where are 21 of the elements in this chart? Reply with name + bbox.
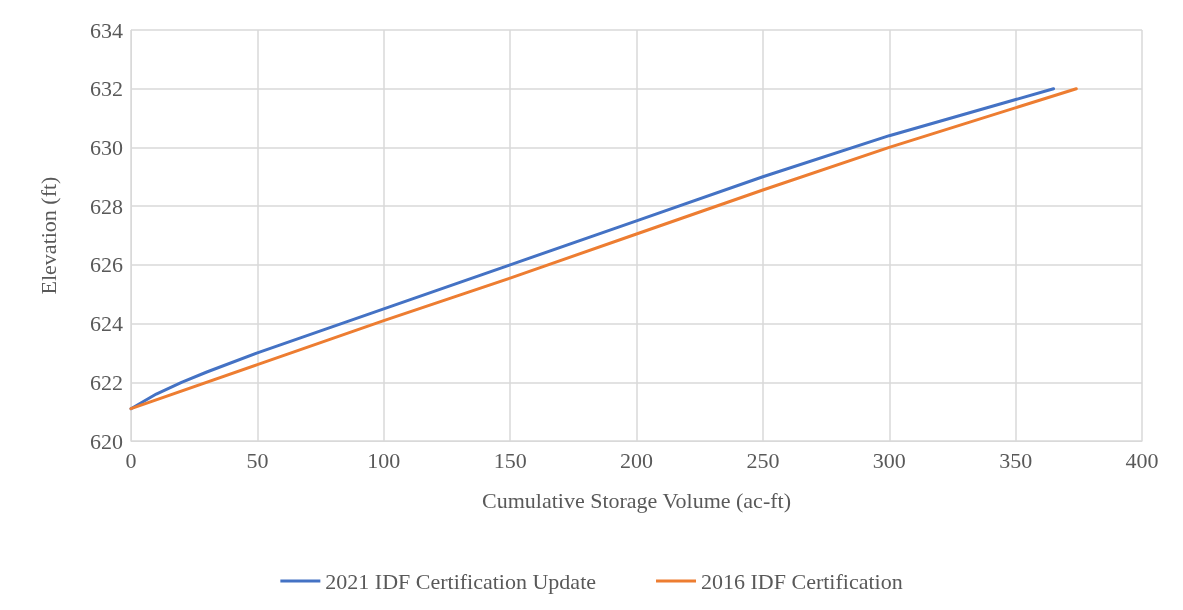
x-tick-label: 300 xyxy=(872,447,906,473)
y-tick-label: 622 xyxy=(90,369,123,395)
x-axis-title: Cumulative Storage Volume (ac-ft) xyxy=(482,487,791,513)
x-tick-label: 50 xyxy=(246,447,269,473)
legend-label: 2021 IDF Certification Update xyxy=(325,568,597,594)
y-tick-label: 620 xyxy=(90,428,123,454)
x-tick-label: 250 xyxy=(746,447,780,473)
x-tick-label: 100 xyxy=(367,447,401,473)
x-tick-label: 350 xyxy=(999,447,1033,473)
x-tick-label: 0 xyxy=(125,447,137,473)
y-axis-title: Elevation (ft) xyxy=(35,176,61,295)
y-tick-label: 628 xyxy=(90,193,123,219)
y-tick-label: 624 xyxy=(90,311,123,337)
x-tick-label: 400 xyxy=(1125,447,1159,473)
x-tick-label: 150 xyxy=(493,447,527,473)
y-tick-label: 632 xyxy=(90,76,123,102)
legend-label: 2016 IDF Certification xyxy=(701,568,903,594)
x-tick-label: 200 xyxy=(620,447,653,473)
y-tick-label: 634 xyxy=(90,17,123,43)
y-tick-label: 630 xyxy=(90,134,123,160)
y-tick-label: 626 xyxy=(90,252,123,278)
